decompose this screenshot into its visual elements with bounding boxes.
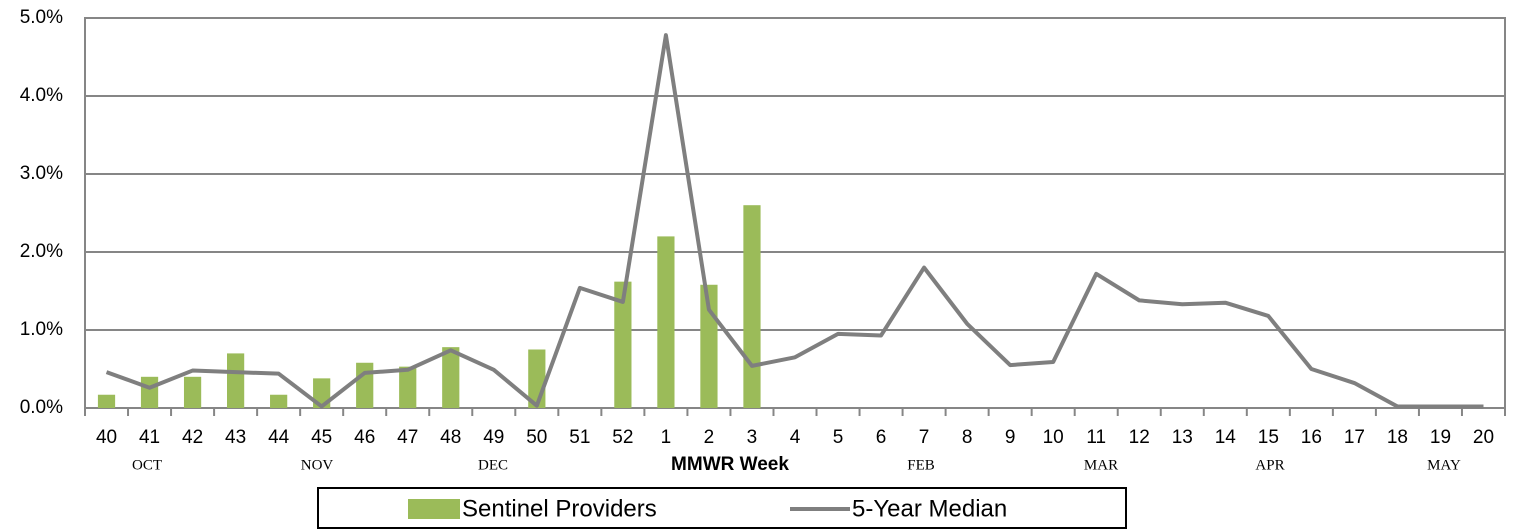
bar	[227, 353, 245, 408]
x-tick-label: 6	[876, 427, 887, 448]
x-tick-label: 43	[225, 427, 246, 448]
x-tick-label: 10	[1043, 427, 1064, 448]
x-tick-label: 48	[440, 427, 461, 448]
x-tick-label: 2	[704, 427, 715, 448]
x-tick-label: 4	[790, 427, 801, 448]
plot-frame	[84, 17, 1506, 409]
x-tick-label: 49	[483, 427, 504, 448]
x-axis-title: MMWR Week	[671, 454, 789, 475]
x-tick-label: 20	[1473, 427, 1494, 448]
legend-label: 5-Year Median	[852, 495, 1007, 522]
month-label: OCT	[132, 457, 162, 473]
bar	[140, 376, 159, 408]
x-tick-label: 42	[182, 427, 203, 448]
y-tick-label: 5.0%	[20, 7, 63, 28]
month-label: MAR	[1084, 457, 1118, 473]
x-tick-label: 47	[397, 427, 418, 448]
bar	[657, 236, 675, 408]
y-tick-label: 3.0%	[20, 163, 63, 184]
legend-label: Sentinel Providers	[462, 495, 657, 522]
x-tick-label: 5	[833, 427, 844, 448]
x-tick-label: 45	[311, 427, 332, 448]
month-label: DEC	[478, 457, 508, 473]
month-label: NOV	[301, 457, 334, 473]
bar	[270, 394, 288, 408]
y-tick-label: 4.0%	[20, 85, 63, 106]
y-tick-label: 2.0%	[20, 241, 63, 262]
x-tick-label: 13	[1172, 427, 1193, 448]
x-tick-label: 9	[1005, 427, 1016, 448]
bar	[356, 362, 374, 408]
x-tick-label: 3	[747, 427, 758, 448]
x-tick-label: 19	[1430, 427, 1451, 448]
x-tick-label: 52	[612, 427, 633, 448]
y-tick-label: 1.0%	[20, 319, 63, 340]
x-tick-label: 16	[1301, 427, 1322, 448]
x-tick-label: 12	[1129, 427, 1150, 448]
bar	[442, 347, 460, 408]
x-tick-label: 18	[1387, 427, 1408, 448]
x-tick-label: 1	[661, 427, 672, 448]
x-tick-label: 11	[1086, 427, 1106, 448]
y-tick-label: 0.0%	[20, 397, 63, 418]
legend-swatch	[408, 499, 460, 519]
x-tick-label: 41	[139, 427, 160, 448]
bar	[399, 366, 417, 408]
month-label: FEB	[907, 457, 935, 473]
x-tick-label: 40	[96, 427, 117, 448]
bar	[183, 376, 202, 408]
x-tick-label: 15	[1258, 427, 1279, 448]
x-tick-label: 17	[1344, 427, 1365, 448]
x-tick-label: 46	[354, 427, 375, 448]
month-label: MAY	[1427, 457, 1461, 473]
x-tick-label: 7	[919, 427, 930, 448]
bar	[97, 394, 116, 408]
line	[105, 33, 1484, 409]
bar	[614, 281, 632, 408]
x-tick-label: 50	[526, 427, 547, 448]
bar	[743, 205, 761, 408]
x-tick-label: 44	[268, 427, 290, 448]
x-tick-label: 8	[962, 427, 973, 448]
x-tick-label: 51	[569, 427, 590, 448]
month-label: APR	[1255, 457, 1284, 473]
x-tick-label: 14	[1215, 427, 1237, 448]
